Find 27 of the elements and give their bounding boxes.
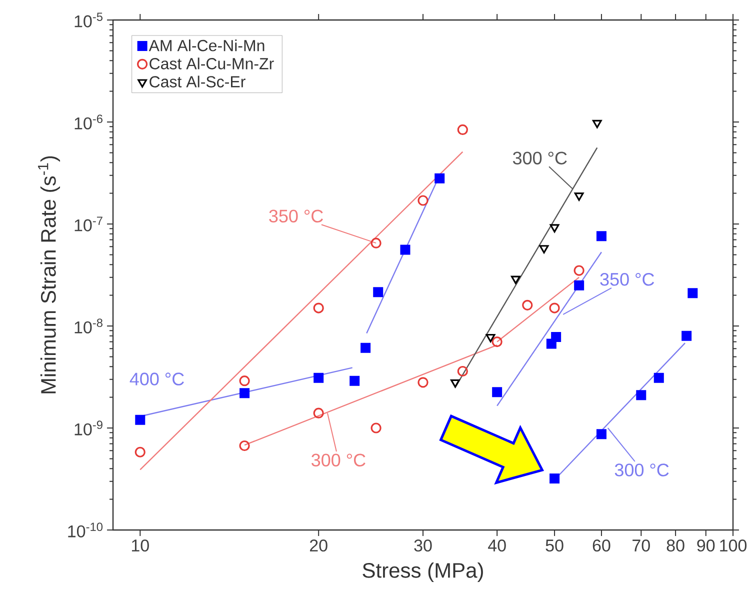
y-tick-label: 10$^{-8}$ — [74, 318, 102, 334]
legend-label: AM Al-Ce-Ni-Mn — [148, 40, 264, 52]
x-tick-label: 50 — [546, 540, 564, 552]
annotation: 400 °C — [130, 372, 184, 386]
legend-label: Cast Al-Sc-Er — [150, 76, 246, 88]
x-tick-label: 100 — [720, 540, 747, 552]
y-tick-label: 10$^{-6}$ — [74, 114, 102, 130]
x-tick-label: 10 — [132, 540, 149, 552]
x-tick-label: 90 — [697, 540, 715, 552]
annotation: 300 °C — [312, 454, 366, 466]
y-tick-label: 10$^{-7}$ — [74, 216, 102, 232]
legend-label: Cast Al-Cu-Mn-Zr — [150, 58, 274, 70]
annotation: 350 °C — [269, 210, 323, 222]
x-tick-label: 20 — [310, 540, 328, 552]
x-tick-label: 40 — [488, 540, 506, 552]
y-axis-title: Minimum Strain Rate (s$^{-1}$) — [38, 156, 60, 394]
x-axis-title: Stress (MPa) — [362, 562, 483, 582]
annotation: 300 °C — [512, 152, 567, 164]
annotation: 350 °C — [600, 273, 654, 286]
x-tick-label: 30 — [414, 540, 432, 552]
y-tick-label: 10$^{-10}$ — [68, 522, 103, 538]
y-tick-label: 10$^{-9}$ — [74, 420, 102, 436]
x-tick-label: 80 — [666, 540, 684, 552]
y-tick-label: 10$^{-5}$ — [74, 12, 102, 28]
annotation: 300 °C — [614, 464, 669, 476]
x-tick-label: 60 — [592, 540, 610, 552]
x-tick-label: 70 — [632, 540, 650, 552]
